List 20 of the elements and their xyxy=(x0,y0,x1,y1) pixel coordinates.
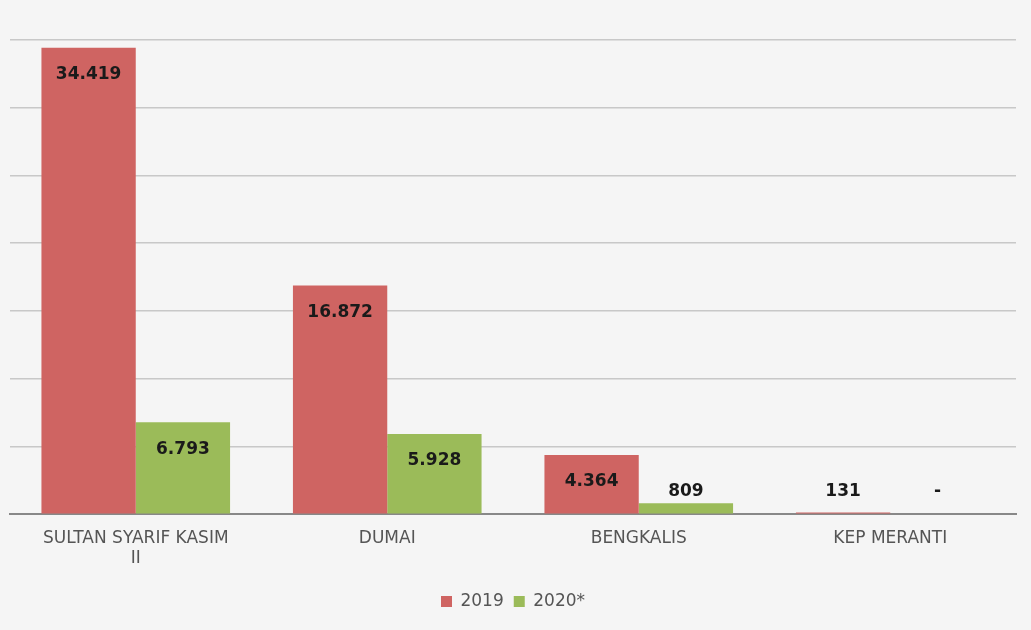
data-label: 16.872 xyxy=(307,301,373,322)
legend-label: 2020* xyxy=(533,589,586,610)
data-label: 131 xyxy=(825,479,861,500)
x-tick-label: SULTAN SYARIF KASIM II xyxy=(42,526,229,568)
data-label: 4.364 xyxy=(564,470,619,491)
bar xyxy=(135,422,231,514)
x-tick-label: DUMAI xyxy=(358,526,416,547)
x-tick-label: KEP MERANTI xyxy=(833,526,948,547)
bar xyxy=(544,455,639,514)
legend-label: 2019 xyxy=(460,589,504,610)
text: - xyxy=(933,479,941,500)
bar xyxy=(387,433,482,514)
bar xyxy=(41,47,136,514)
x-tick-label: BENGKALIS xyxy=(590,526,687,547)
bar xyxy=(292,285,388,514)
data-label: 5.928 xyxy=(407,449,462,470)
bar xyxy=(638,503,734,514)
data-label: 6.793 xyxy=(156,437,210,458)
data-label: 34.419 xyxy=(55,63,122,84)
data-label: 809 xyxy=(668,479,704,500)
